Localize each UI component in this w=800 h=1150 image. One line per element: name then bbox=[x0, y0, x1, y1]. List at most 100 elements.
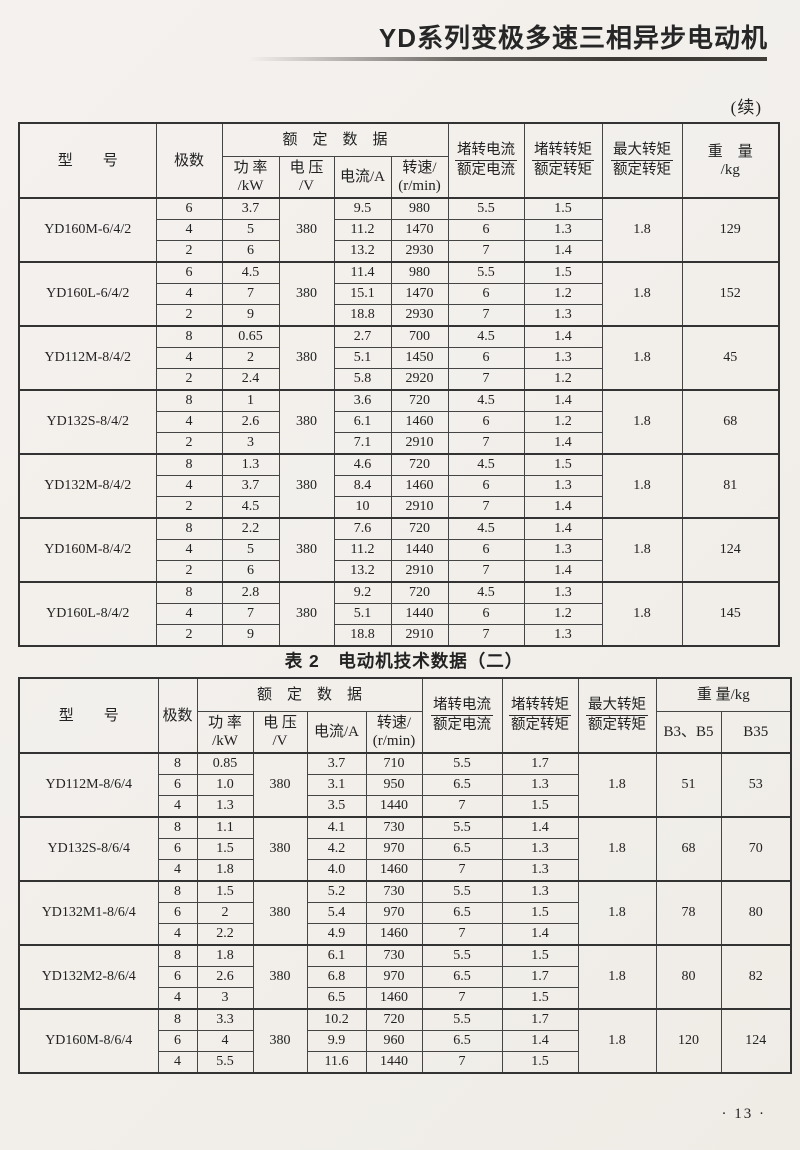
motor-data-table-1: 型 号 极数 额 定 数 据 堵转电流 额定电流 堵转转矩 额定转矩 bbox=[18, 122, 781, 647]
locked-current-cell: 7 bbox=[421, 923, 503, 946]
power-header-lines: 功 率 /kW bbox=[199, 714, 252, 750]
power-header-lines: 功 率 /kW bbox=[224, 159, 278, 195]
table-row: YD132M2-8/6/4 8 1.8 380 6.1 730 5.5 1.5 1.8 80 82 bbox=[18, 944, 792, 1010]
current-cell: 5.1 bbox=[333, 347, 392, 369]
table-row: YD132M-8/4/2 8 1.3 380 4.6 720 4.5 1.5 1.8 81 bbox=[18, 453, 780, 519]
current-cell: 9.9 bbox=[306, 1030, 367, 1052]
header-rated-data-group: 额 定 数 据 bbox=[221, 122, 449, 157]
current-cell: 6.1 bbox=[306, 944, 367, 967]
table1-body: YD160M-6/4/2 6 3.7 380 9.5 980 5.5 1.5 1.8 129 4 5 1… bbox=[18, 197, 780, 647]
header-poles: 极数 bbox=[155, 122, 223, 199]
locked-torque-cell: 1.5 bbox=[501, 902, 579, 924]
max-torque-cell: 1.8 bbox=[577, 816, 657, 882]
max-torque-cell: 1.8 bbox=[601, 389, 683, 455]
poles-cell: 6 bbox=[157, 1030, 198, 1052]
voltage-cell: 380 bbox=[278, 581, 335, 647]
table2-caption: 表 2 电动机技术数据（二） bbox=[284, 651, 524, 671]
fraction-numerator: 最大转矩 bbox=[586, 697, 649, 716]
current-cell: 9.2 bbox=[333, 581, 392, 604]
speed-header-line1: 转速/ bbox=[402, 160, 437, 176]
power-cell: 2.2 bbox=[196, 923, 254, 946]
table-row: 4 2.6 6.1 1460 6 1.2 bbox=[19, 411, 779, 433]
fraction-denominator: 额定电流 bbox=[433, 717, 492, 733]
power-cell: 3.3 bbox=[196, 1008, 254, 1031]
locked-current-cell: 5.5 bbox=[421, 816, 503, 839]
table-row: 6 1.5 4.2 970 6.5 1.3 bbox=[19, 838, 791, 860]
current-cell: 6.5 bbox=[306, 987, 367, 1010]
locked-current-cell: 7 bbox=[447, 560, 525, 583]
fraction-denominator: 额定转矩 bbox=[613, 162, 672, 178]
locked-torque-cell: 1.2 bbox=[523, 603, 603, 625]
power-cell: 0.65 bbox=[221, 325, 280, 348]
locked-current-fraction: 堵转电流 额定电流 bbox=[455, 142, 518, 179]
speed-cell: 970 bbox=[365, 902, 423, 924]
locked-current-cell: 5.5 bbox=[421, 944, 503, 967]
current-cell: 2.7 bbox=[333, 325, 392, 348]
voltage-header-lines: 电 压 /V bbox=[281, 159, 333, 195]
current-cell: 3.5 bbox=[306, 795, 367, 818]
locked-current-cell: 5.5 bbox=[447, 261, 525, 284]
weight-header-lines: 重 量 /kg bbox=[684, 143, 778, 179]
locked-current-cell: 6.5 bbox=[421, 774, 503, 796]
model-cell: YD132M2-8/6/4 bbox=[18, 944, 159, 1010]
current-cell: 10.2 bbox=[306, 1008, 367, 1031]
max-torque-cell: 1.8 bbox=[601, 197, 683, 263]
table-row: YD160M-6/4/2 6 3.7 380 9.5 980 5.5 1.5 1.8 129 bbox=[18, 197, 780, 263]
locked-torque-cell: 1.5 bbox=[523, 197, 603, 220]
speed-cell: 1460 bbox=[390, 475, 449, 497]
power-cell: 2.4 bbox=[221, 368, 280, 391]
weight-b3b5-cell: 68 bbox=[655, 816, 722, 882]
speed-cell: 720 bbox=[390, 389, 449, 412]
poles-cell: 8 bbox=[155, 517, 223, 540]
header-power: 功 率 /kW bbox=[196, 711, 254, 754]
weight-cell: 124 bbox=[681, 517, 780, 583]
weight-b35-cell: 82 bbox=[720, 944, 792, 1010]
speed-cell: 1460 bbox=[365, 987, 423, 1010]
power-cell: 9 bbox=[221, 304, 280, 327]
table-row: YD160L-6/4/2 6 4.5 380 11.4 980 5.5 1.5 1.8 152 bbox=[18, 261, 780, 327]
locked-current-cell: 4.5 bbox=[447, 517, 525, 540]
speed-cell: 950 bbox=[365, 774, 423, 796]
speed-cell: 1450 bbox=[390, 347, 449, 369]
table-row: 2 9 18.8 2910 7 1.3 bbox=[19, 624, 779, 647]
header-current: 电流/A bbox=[333, 156, 392, 199]
locked-torque-cell: 1.2 bbox=[523, 283, 603, 305]
power-cell: 1 bbox=[221, 389, 280, 412]
voltage-cell: 380 bbox=[278, 453, 335, 519]
fraction-numerator: 堵转转矩 bbox=[509, 697, 572, 716]
table-row: 6 2 5.4 970 6.5 1.5 bbox=[19, 902, 791, 924]
voltage-cell: 380 bbox=[252, 816, 308, 882]
voltage-cell: 380 bbox=[278, 325, 335, 391]
poles-cell: 2 bbox=[155, 624, 223, 647]
poles-cell: 6 bbox=[155, 197, 223, 220]
current-cell: 13.2 bbox=[333, 560, 392, 583]
voltage-cell: 380 bbox=[278, 197, 335, 263]
speed-cell: 1460 bbox=[365, 923, 423, 946]
locked-torque-fraction: 堵转转矩 额定转矩 bbox=[509, 697, 572, 734]
power-cell: 0.85 bbox=[196, 752, 254, 775]
locked-current-cell: 7 bbox=[421, 859, 503, 882]
power-header-line1: 功 率 bbox=[233, 160, 268, 176]
model-cell: YD132S-8/6/4 bbox=[18, 816, 159, 882]
locked-torque-cell: 1.3 bbox=[523, 475, 603, 497]
model-cell: YD160M-8/6/4 bbox=[18, 1008, 159, 1074]
speed-cell: 720 bbox=[390, 453, 449, 476]
poles-cell: 2 bbox=[155, 240, 223, 263]
poles-cell: 6 bbox=[157, 774, 198, 796]
current-cell: 11.6 bbox=[306, 1051, 367, 1074]
model-cell: YD132M-8/4/2 bbox=[18, 453, 157, 519]
locked-torque-cell: 1.2 bbox=[523, 411, 603, 433]
speed-header-line1: 转速/ bbox=[376, 715, 412, 731]
power-cell: 7 bbox=[221, 283, 280, 305]
table-row: 4 5.5 11.6 1440 7 1.5 bbox=[19, 1051, 791, 1074]
voltage-cell: 380 bbox=[252, 880, 308, 946]
voltage-cell: 380 bbox=[252, 752, 308, 818]
locked-torque-cell: 1.3 bbox=[501, 859, 579, 882]
current-cell: 4.9 bbox=[306, 923, 367, 946]
locked-current-cell: 7 bbox=[421, 795, 503, 818]
power-header-line1: 功 率 bbox=[208, 715, 242, 731]
table2-body: YD112M-8/6/4 8 0.85 380 3.7 710 5.5 1.7 1.8 51 53 6… bbox=[18, 752, 792, 1074]
table-row: 4 1.8 4.0 1460 7 1.3 bbox=[19, 859, 791, 882]
locked-torque-fraction: 堵转转矩 额定转矩 bbox=[532, 142, 595, 179]
max-torque-cell: 1.8 bbox=[577, 1008, 657, 1074]
